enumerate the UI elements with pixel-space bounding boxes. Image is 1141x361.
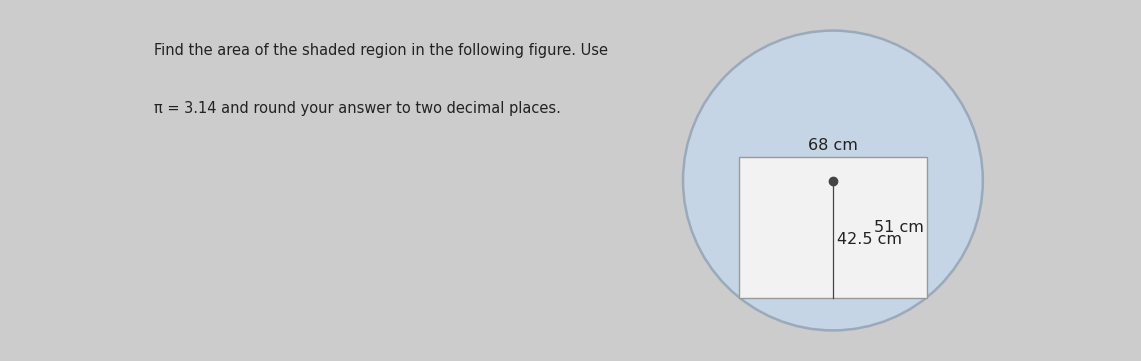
Text: Find the area of the shaded region in the following figure. Use: Find the area of the shaded region in th… — [154, 43, 608, 58]
Text: 42.5 cm: 42.5 cm — [837, 231, 903, 247]
Text: 51 cm: 51 cm — [874, 220, 924, 235]
Circle shape — [683, 31, 982, 330]
Text: π = 3.14 and round your answer to two decimal places.: π = 3.14 and round your answer to two de… — [154, 101, 561, 116]
Bar — [739, 157, 926, 297]
Text: 68 cm: 68 cm — [808, 138, 858, 153]
